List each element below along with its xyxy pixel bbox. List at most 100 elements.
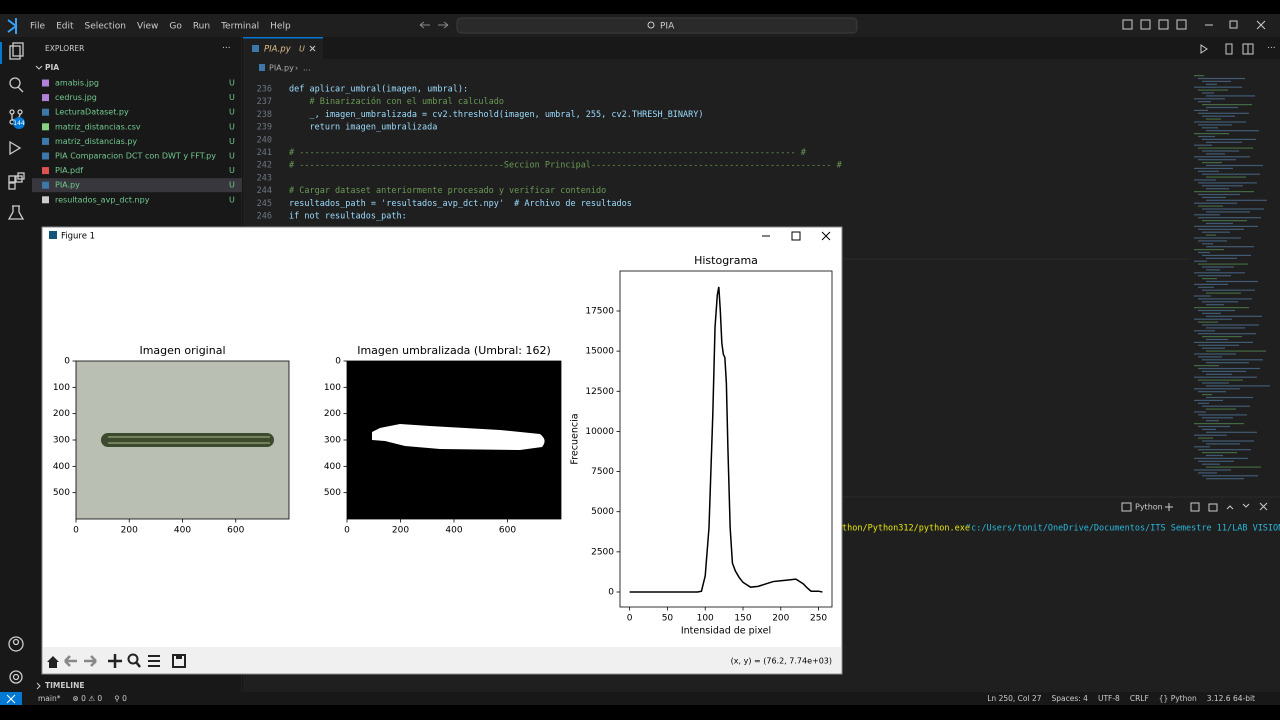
- x-tick-label: 600: [499, 526, 516, 536]
- y-tick-label: 17500: [585, 306, 614, 316]
- tab-close[interactable]: [309, 45, 316, 52]
- search-text[interactable]: PIA: [660, 22, 675, 32]
- menu-item[interactable]: View: [137, 22, 158, 32]
- y-tick-label: 0: [608, 588, 614, 598]
- remote-icon: [6, 694, 16, 704]
- minimap-line: [1198, 147, 1253, 149]
- x-tick-label: 150: [734, 614, 751, 624]
- menu-item[interactable]: Terminal: [220, 22, 259, 32]
- tab-accent: [243, 37, 323, 39]
- status-item[interactable]: ⚲ 0: [114, 694, 127, 703]
- more-actions[interactable]: ···: [222, 44, 231, 54]
- x-axis-label: Intensidad de pixel: [681, 626, 771, 637]
- status-item[interactable]: main*: [38, 694, 61, 703]
- activity-icons[interactable]: [7, 42, 25, 684]
- menu-item[interactable]: Edit: [56, 22, 74, 32]
- histogram-line: [629, 286, 823, 593]
- breadcrumb-file[interactable]: PIA.py: [269, 64, 294, 73]
- code-line: return imagen_umbralizada: [289, 123, 437, 133]
- minimap-line: [1194, 365, 1219, 367]
- y-tick-label: 500: [53, 488, 70, 498]
- minimap-line: [1198, 379, 1243, 381]
- minimap-line: [1194, 133, 1229, 135]
- status-item[interactable]: ⊗ 0 ⚠ 0: [73, 694, 103, 703]
- file-name[interactable]: matriz_distancias.py: [55, 137, 137, 146]
- x-tick-label: 0: [627, 614, 633, 624]
- minimap-line: [1202, 254, 1251, 256]
- toolbar-icons[interactable]: [47, 653, 186, 668]
- tab-name[interactable]: PIA.py: [264, 45, 292, 55]
- file-name[interactable]: PIA.pdf: [55, 166, 83, 175]
- binary-blob: [372, 424, 545, 450]
- file-status: U: [229, 93, 235, 102]
- status-item[interactable]: CRLF: [1130, 694, 1149, 703]
- figure-controls[interactable]: [762, 231, 831, 241]
- minimap-line: [1194, 330, 1215, 332]
- caterpillar: [101, 433, 274, 447]
- minimap-line: [1202, 301, 1238, 303]
- tab[interactable]: [243, 37, 323, 59]
- terminal-name[interactable]: Python: [1135, 503, 1163, 512]
- file-name[interactable]: matriz_distancias.csv: [55, 122, 141, 131]
- status-item[interactable]: UTF-8: [1098, 694, 1120, 703]
- breadcrumb-symbol[interactable]: ...: [303, 64, 311, 73]
- menu-item[interactable]: Run: [193, 22, 210, 32]
- menu-item[interactable]: Selection: [85, 22, 126, 32]
- minimap-line: [1206, 130, 1259, 132]
- status-item[interactable]: {} Python: [1159, 694, 1197, 703]
- status-item[interactable]: Spaces: 4: [1052, 694, 1089, 703]
- minimap-line: [1194, 446, 1210, 448]
- minimap-line: [1206, 83, 1217, 85]
- file-name[interactable]: PIA Comparacion DCT con DWT y FFT.py: [55, 152, 216, 161]
- file-status: U: [229, 195, 235, 204]
- editor-more[interactable]: ···: [1267, 44, 1276, 54]
- nav-arrows[interactable]: [419, 21, 449, 29]
- minimap-line: [1202, 80, 1231, 82]
- minimap-line: [1198, 344, 1239, 346]
- folder-chevron: [35, 65, 43, 70]
- status-item[interactable]: Ln 250, Col 27: [987, 694, 1041, 703]
- minimap-line: [1198, 333, 1256, 335]
- minimap-line: [1198, 193, 1240, 196]
- file-name[interactable]: amabis.jpg: [55, 79, 99, 88]
- file-name[interactable]: resultados_avp_dct.npy: [55, 195, 150, 204]
- tab-icon: [252, 45, 259, 52]
- code-area[interactable]: 236 def aplicar_umbral(imagen, umbral): 23…: [257, 85, 843, 222]
- minimap: [1194, 75, 1270, 480]
- minimap-line: [1202, 162, 1222, 164]
- file-name[interactable]: PIA.py: [55, 181, 80, 190]
- timeline-header[interactable]: TIMELINE: [45, 681, 84, 690]
- minimap-line: [1206, 222, 1233, 225]
- minimap-line: [1198, 89, 1228, 91]
- menu-item[interactable]: File: [30, 22, 46, 32]
- editor-actions[interactable]: [1200, 43, 1254, 55]
- axes-title: Imagen umbralizada (Umbral: 162): [357, 344, 551, 357]
- terminal-command: thon/Python312/python.exe: [842, 524, 970, 534]
- y-tick-label: 10000: [585, 427, 614, 437]
- code-line: # Cargar dataset anteriormente procesado…: [289, 186, 606, 196]
- search-box[interactable]: [456, 17, 858, 34]
- badge-count: 144: [13, 120, 25, 127]
- minimap-line: [1198, 414, 1247, 416]
- minimap-line: [1198, 367, 1260, 370]
- minimap-line: [1202, 347, 1225, 349]
- file-name[interactable]: cedrus.jpg: [55, 93, 97, 102]
- folder-name[interactable]: PIA: [45, 63, 59, 72]
- figure-icon: [49, 231, 57, 239]
- minimap-line: [1206, 454, 1223, 457]
- status-item[interactable]: 3.12.6 64-bit: [1207, 694, 1255, 703]
- file-icon: [42, 94, 49, 102]
- status-items: main* ⊗ 0 ⚠ 0 ⚲ 0 3.12.6 64-bit {} Python CRL…: [38, 694, 1255, 703]
- file-name[interactable]: LecturaDataset.py: [55, 108, 129, 117]
- menu-item[interactable]: Go: [169, 22, 182, 32]
- minimap-line: [1206, 350, 1266, 352]
- line-number: 239: [257, 123, 272, 133]
- menu-item[interactable]: Help: [270, 22, 291, 32]
- panel-actions[interactable]: [1165, 502, 1268, 512]
- minimap-line: [1206, 315, 1262, 317]
- line-number: 238: [257, 110, 272, 120]
- minimap-line: [1198, 449, 1251, 451]
- file-status: U: [229, 137, 235, 146]
- x-tick-label: 400: [174, 526, 191, 536]
- minimap-line: [1194, 434, 1227, 436]
